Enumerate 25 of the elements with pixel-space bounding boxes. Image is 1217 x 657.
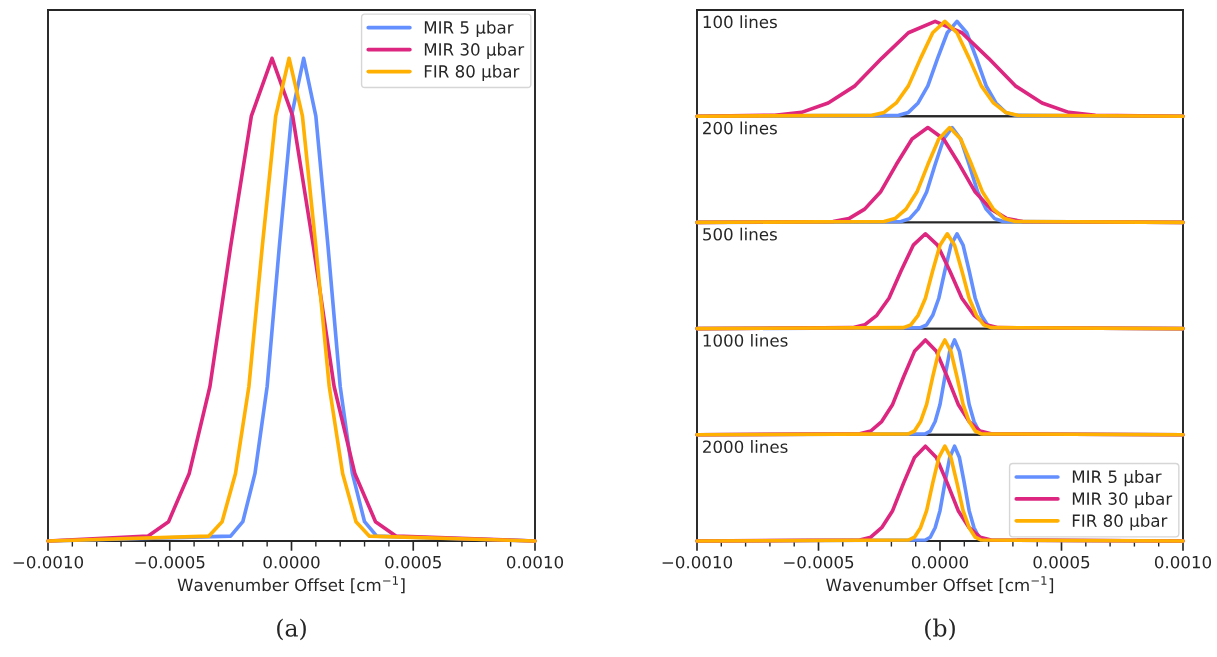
- chart-title: 1000 lines: [703, 333, 788, 347]
- x-tick-label: −0.0010: [13, 555, 84, 569]
- legend-label: MIR 5 µbar: [424, 20, 514, 37]
- x-tick-label: 0.0000: [263, 555, 320, 569]
- x-tick-label: −0.0005: [784, 555, 854, 569]
- chart-title: 2000 lines: [703, 440, 788, 454]
- legend-label: MIR 30 µbar: [1072, 492, 1173, 509]
- chart-title: 500 lines: [703, 227, 777, 241]
- legend-label: FIR 80 µbar: [424, 64, 520, 81]
- x-tick-label: 0.0005: [1033, 555, 1090, 569]
- legend-label: FIR 80 µbar: [1072, 514, 1168, 531]
- text: (b): [925, 618, 955, 641]
- x-tick-label: −0.0005: [135, 555, 205, 569]
- legend-label: MIR 5 µbar: [1072, 470, 1162, 487]
- x-tick-label: 0.0005: [385, 555, 441, 569]
- x-tick-label: −0.0010: [662, 555, 733, 569]
- x-axis-title: Wavenumber Offset [cm$^{−1}$]: [177, 576, 405, 594]
- x-tick-label: 0.0010: [1154, 555, 1212, 569]
- chart-title: 100 lines: [703, 15, 777, 29]
- x-axis-title: Wavenumber Offset [cm$^{−1}$]: [826, 576, 1054, 594]
- text: (a): [277, 618, 306, 641]
- x-tick-label: 0.0000: [911, 555, 969, 569]
- legend-label: MIR 30 µbar: [424, 42, 525, 59]
- x-tick-label: 0.0010: [506, 555, 564, 569]
- chart-title: 200 lines: [703, 121, 777, 135]
